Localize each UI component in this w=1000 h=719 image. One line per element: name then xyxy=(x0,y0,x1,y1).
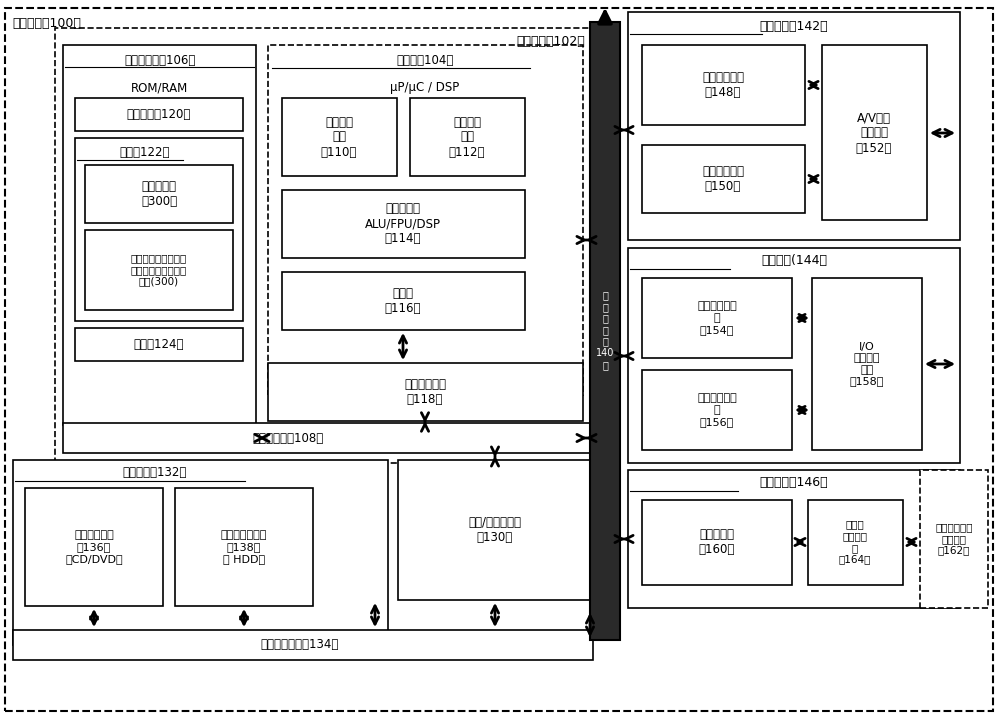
FancyBboxPatch shape xyxy=(812,278,922,450)
FancyBboxPatch shape xyxy=(5,8,993,711)
FancyBboxPatch shape xyxy=(75,328,243,361)
Text: 音频处理单元
（150）: 音频处理单元 （150） xyxy=(702,165,744,193)
FancyBboxPatch shape xyxy=(75,138,243,321)
Text: 二级高速
缓存
（112）: 二级高速 缓存 （112） xyxy=(449,116,485,158)
FancyBboxPatch shape xyxy=(13,460,388,645)
Text: 处理器核心
ALU/FPU/DSP
（114）: 处理器核心 ALU/FPU/DSP （114） xyxy=(365,203,441,245)
FancyBboxPatch shape xyxy=(822,45,927,220)
Text: 串行接口控制
器
（154）: 串行接口控制 器 （154） xyxy=(697,301,737,334)
FancyBboxPatch shape xyxy=(282,98,397,176)
FancyBboxPatch shape xyxy=(75,98,243,131)
FancyBboxPatch shape xyxy=(398,460,593,600)
FancyBboxPatch shape xyxy=(628,12,960,240)
Text: µP/µC / DSP: µP/µC / DSP xyxy=(390,81,460,93)
Text: I/O
端口（多
个）
（158）: I/O 端口（多 个） （158） xyxy=(850,342,884,386)
Text: 可移除储存器
（136）
（CD/DVD）: 可移除储存器 （136） （CD/DVD） xyxy=(65,531,123,564)
Text: 外围接口(144）: 外围接口(144） xyxy=(761,255,827,267)
Text: 计算外部来源对网站
流量波动的影响度的
装置(300): 计算外部来源对网站 流量波动的影响度的 装置(300) xyxy=(131,253,187,287)
Text: 系统存储器（106）: 系统存储器（106） xyxy=(124,53,196,66)
Text: 总线/接口控制器
（130）: 总线/接口控制器 （130） xyxy=(468,516,522,544)
FancyBboxPatch shape xyxy=(63,423,598,453)
FancyBboxPatch shape xyxy=(25,488,163,606)
FancyBboxPatch shape xyxy=(642,500,792,585)
FancyBboxPatch shape xyxy=(63,45,256,425)
Text: 储存设备（132）: 储存设备（132） xyxy=(123,467,187,480)
FancyBboxPatch shape xyxy=(642,45,805,125)
Text: ROM/RAM: ROM/RAM xyxy=(131,81,189,94)
FancyBboxPatch shape xyxy=(410,98,525,176)
Text: 并行接口控制
器
（156）: 并行接口控制 器 （156） xyxy=(697,393,737,426)
FancyBboxPatch shape xyxy=(590,22,620,640)
Text: 不可移除储存器
（138）
（ HDD）: 不可移除储存器 （138） （ HDD） xyxy=(221,531,267,564)
FancyBboxPatch shape xyxy=(628,248,960,463)
Text: 图像处理单元
（148）: 图像处理单元 （148） xyxy=(702,71,744,99)
FancyBboxPatch shape xyxy=(85,230,233,310)
FancyBboxPatch shape xyxy=(268,45,583,395)
FancyBboxPatch shape xyxy=(13,630,593,660)
Text: 其他计算设备
（多个）
（162）: 其他计算设备 （多个） （162） xyxy=(935,523,973,556)
Text: 一级高速
缓存
（110）: 一级高速 缓存 （110） xyxy=(321,116,357,158)
FancyBboxPatch shape xyxy=(85,165,233,223)
FancyBboxPatch shape xyxy=(282,190,525,258)
Text: 寄存器
（116）: 寄存器 （116） xyxy=(385,287,421,315)
Text: 储存接口总线（134）: 储存接口总线（134） xyxy=(261,638,339,651)
Text: 网络控制器
（160）: 网络控制器 （160） xyxy=(699,528,735,556)
FancyBboxPatch shape xyxy=(920,470,988,608)
Text: 数据（124）: 数据（124） xyxy=(134,337,184,350)
FancyBboxPatch shape xyxy=(642,145,805,213)
FancyBboxPatch shape xyxy=(175,488,313,606)
Text: A/V端口
（多个）
（152）: A/V端口 （多个） （152） xyxy=(856,111,892,155)
Text: 应用（122）: 应用（122） xyxy=(120,145,170,158)
Text: 应用客户端
（300）: 应用客户端 （300） xyxy=(141,180,177,208)
Text: 存储器总线（108）: 存储器总线（108） xyxy=(252,431,324,444)
Text: 通信端
口（多个
）
（164）: 通信端 口（多个 ） （164） xyxy=(839,520,871,564)
FancyBboxPatch shape xyxy=(55,28,590,463)
FancyBboxPatch shape xyxy=(642,278,792,358)
FancyBboxPatch shape xyxy=(628,470,960,608)
Text: 处理器（104）: 处理器（104） xyxy=(396,53,454,66)
Text: 存储器控制器
（118）: 存储器控制器 （118） xyxy=(404,378,446,406)
FancyBboxPatch shape xyxy=(268,363,583,421)
Text: 通信设备（146）: 通信设备（146） xyxy=(760,477,828,490)
Text: 输出设备（142）: 输出设备（142） xyxy=(760,19,828,32)
Text: 操作系统（120）: 操作系统（120） xyxy=(127,109,191,122)
Text: 接
口
总
线
（
140
）: 接 口 总 线 （ 140 ） xyxy=(596,290,614,370)
FancyBboxPatch shape xyxy=(642,370,792,450)
Text: 基本配置（102）: 基本配置（102） xyxy=(516,35,585,48)
Text: 计算设备（100）: 计算设备（100） xyxy=(12,17,81,30)
FancyBboxPatch shape xyxy=(282,272,525,330)
FancyBboxPatch shape xyxy=(808,500,903,585)
